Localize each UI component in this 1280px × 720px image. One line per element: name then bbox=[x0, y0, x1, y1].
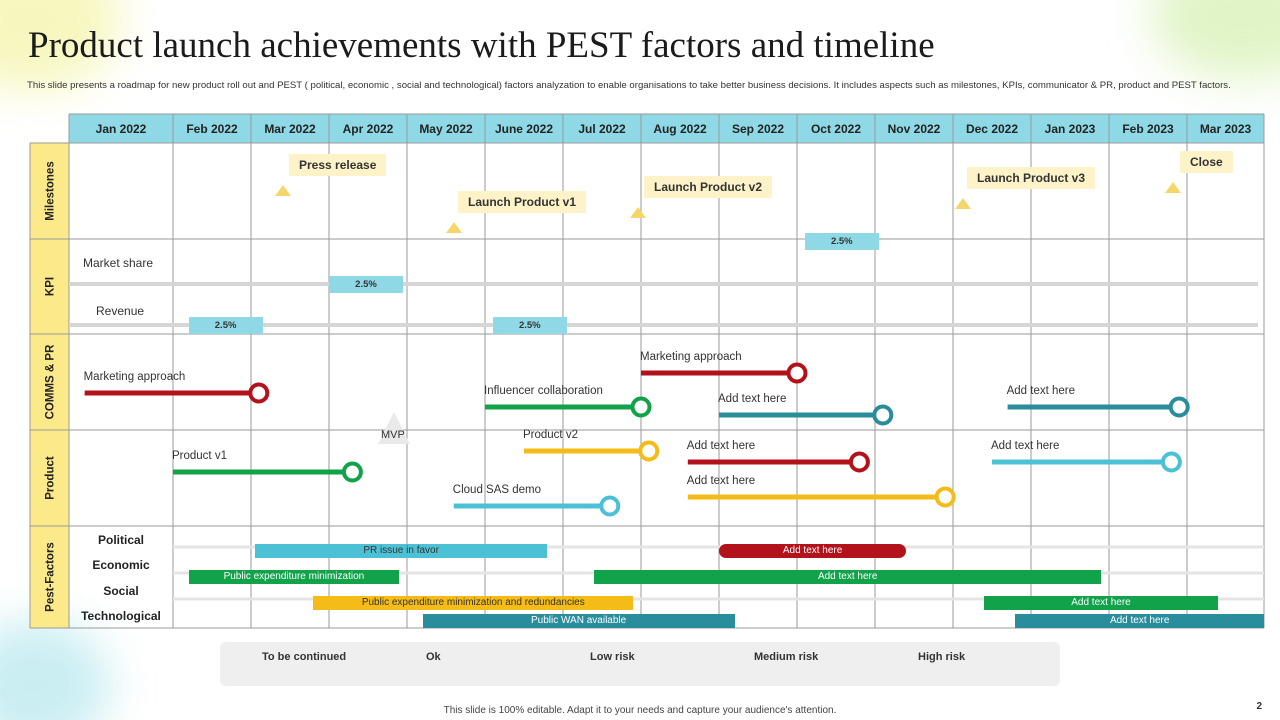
month-header-8: Sep 2022 bbox=[732, 122, 784, 136]
pest-label-2: Social bbox=[103, 584, 139, 598]
legend-label-4: High risk bbox=[918, 651, 966, 663]
legend-label-1: Ok bbox=[426, 651, 441, 663]
product-bar-end-5 bbox=[1160, 451, 1182, 473]
comms-bar-end-3 bbox=[872, 404, 894, 426]
product-bar-end-1 bbox=[638, 440, 660, 462]
kpi-box-3: 2.5% bbox=[492, 317, 567, 334]
grid-lines bbox=[29, 113, 1265, 629]
month-header-1: Feb 2022 bbox=[186, 122, 238, 136]
kpi-box-0: 2.5% bbox=[329, 276, 403, 293]
legend-label-0: To be continued bbox=[262, 651, 347, 663]
month-header-0: Jan 2022 bbox=[96, 122, 147, 136]
month-header-3: Apr 2022 bbox=[343, 122, 394, 136]
kpi-label-revenue: Revenue bbox=[96, 304, 145, 318]
legend bbox=[220, 642, 1060, 686]
comms-label-0: Marketing approach bbox=[83, 371, 186, 383]
month-header-6: Jul 2022 bbox=[578, 122, 626, 136]
comms-label-4: Add text here bbox=[1006, 385, 1075, 397]
month-header-10: Nov 2022 bbox=[888, 122, 941, 136]
legend-label-3: Medium risk bbox=[754, 651, 819, 663]
milestone-marker-2 bbox=[630, 207, 646, 218]
pest-bar-5: Add text here bbox=[984, 596, 1218, 610]
milestone-callout-2: Launch Product v2 bbox=[644, 176, 773, 198]
page-description: This slide presents a roadmap for new pr… bbox=[27, 80, 1231, 91]
milestone-marker-1 bbox=[446, 222, 462, 233]
milestone-callout-1: Launch Product v1 bbox=[458, 191, 587, 213]
product-label-1: Product v2 bbox=[523, 429, 578, 441]
month-header-12: Jan 2023 bbox=[1045, 122, 1096, 136]
page-title: Product launch achievements with PEST fa… bbox=[28, 25, 935, 66]
milestone-callout-4: Close bbox=[1180, 151, 1233, 173]
product-label-3: Add text here bbox=[686, 440, 756, 452]
legend-label-2: Low risk bbox=[590, 651, 635, 663]
month-header-13: Feb 2023 bbox=[1122, 122, 1174, 136]
row-label-bg-3 bbox=[30, 430, 69, 526]
comms-label-2: Influencer collaboration bbox=[484, 385, 603, 397]
month-header-2: Mar 2022 bbox=[264, 122, 316, 136]
comms-bar-end-4 bbox=[1168, 396, 1190, 418]
milestone-marker-3 bbox=[955, 198, 971, 209]
pest-bar-1: Add text here bbox=[719, 544, 907, 558]
row-label-bg-2 bbox=[30, 334, 69, 430]
pest-bar-3: Add text here bbox=[594, 570, 1102, 584]
product-label-0: Product v1 bbox=[172, 450, 227, 462]
kpi-label-market-share: Market share bbox=[83, 256, 154, 270]
footer-note: This slide is 100% editable. Adapt it to… bbox=[443, 705, 837, 716]
pest-bar-0: PR issue in favor bbox=[254, 544, 548, 558]
comms-bar-end-0 bbox=[248, 382, 270, 404]
row-label-4: Pest-Factors bbox=[45, 542, 57, 612]
row-label-0: Milestones bbox=[45, 161, 57, 220]
comms-label-1: Marketing approach bbox=[640, 351, 742, 363]
kpi-box-1: 2.5% bbox=[804, 233, 879, 250]
pest-label-0: Political bbox=[97, 533, 144, 547]
row-label-bg-0 bbox=[30, 143, 69, 239]
pest-bar-4: Public expenditure minimization and redu… bbox=[313, 596, 634, 610]
pest-label-1: Economic bbox=[92, 558, 150, 572]
row-label-bg-1 bbox=[30, 239, 69, 334]
product-bar-end-2 bbox=[599, 495, 621, 517]
milestone-marker-4 bbox=[1165, 182, 1181, 193]
milestone-callout-0: Press release bbox=[289, 154, 387, 176]
month-header-5: June 2022 bbox=[495, 122, 553, 136]
product-bar-end-0 bbox=[341, 461, 363, 483]
milestone-callout-3: Launch Product v3 bbox=[967, 167, 1096, 189]
month-header-bg bbox=[69, 114, 1264, 143]
month-header-4: May 2022 bbox=[419, 122, 473, 136]
month-header-14: Mar 2023 bbox=[1200, 122, 1252, 136]
product-bar-end-3 bbox=[848, 451, 870, 473]
row-label-2: COMMS & PR bbox=[45, 344, 57, 419]
comms-bar-end-2 bbox=[630, 396, 652, 418]
row-label-1: KPI bbox=[45, 277, 57, 296]
pest-label-3: Technological bbox=[81, 609, 161, 623]
month-header-7: Aug 2022 bbox=[653, 122, 707, 136]
page-number: 2 bbox=[1256, 701, 1262, 712]
pest-bar-2: Public expenditure minimization bbox=[188, 570, 400, 584]
comms-bar-end-1 bbox=[786, 362, 808, 384]
row-label-bg-4 bbox=[30, 526, 69, 628]
product-label-5: Add text here bbox=[991, 440, 1060, 452]
product-bar-end-4 bbox=[934, 486, 956, 508]
mvp-marker bbox=[378, 412, 410, 444]
pest-bar-6: Public WAN available bbox=[422, 614, 735, 628]
mvp-label: MVP bbox=[381, 429, 405, 441]
row-label-3: Product bbox=[45, 456, 57, 500]
month-header-9: Oct 2022 bbox=[811, 122, 861, 136]
month-header-11: Dec 2022 bbox=[966, 122, 1018, 136]
pest-bar-7: Add text here bbox=[1015, 614, 1264, 628]
kpi-box-2: 2.5% bbox=[188, 317, 263, 334]
product-label-4: Add text here bbox=[686, 475, 756, 487]
milestone-marker-0 bbox=[275, 185, 291, 196]
comms-label-3: Add text here bbox=[718, 393, 787, 405]
product-label-2: Cloud SAS demo bbox=[452, 484, 542, 496]
